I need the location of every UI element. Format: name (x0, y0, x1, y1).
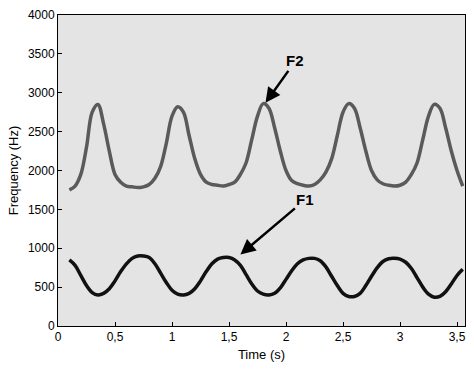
svg-text:2500: 2500 (28, 125, 55, 139)
svg-text:Time (s): Time (s) (238, 347, 285, 362)
svg-text:3000: 3000 (28, 86, 55, 100)
svg-text:1,5: 1,5 (221, 330, 238, 344)
svg-text:0,5: 0,5 (107, 330, 124, 344)
svg-text:1500: 1500 (28, 203, 55, 217)
svg-text:1: 1 (169, 330, 176, 344)
svg-text:Frequency (Hz): Frequency (Hz) (6, 126, 21, 216)
svg-text:3,5: 3,5 (449, 330, 466, 344)
svg-text:0: 0 (55, 330, 62, 344)
svg-text:2,5: 2,5 (335, 330, 352, 344)
svg-text:2: 2 (283, 330, 290, 344)
svg-text:0: 0 (48, 319, 55, 333)
svg-text:3: 3 (397, 330, 404, 344)
svg-text:F1: F1 (296, 191, 314, 208)
svg-text:3500: 3500 (28, 47, 55, 61)
svg-text:F2: F2 (286, 52, 304, 69)
svg-text:500: 500 (35, 280, 55, 294)
svg-text:2000: 2000 (28, 164, 55, 178)
svg-text:1000: 1000 (28, 241, 55, 255)
svg-text:4000: 4000 (28, 8, 55, 22)
